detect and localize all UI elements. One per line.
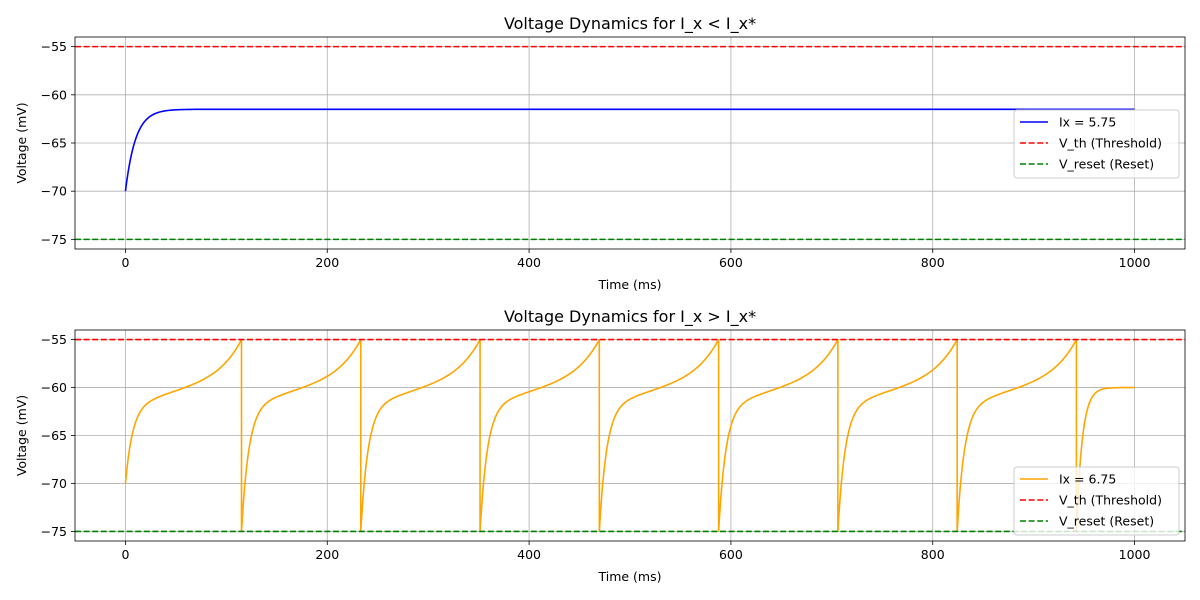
legend: Ix = 5.75 V_th (Threshold) V_reset (Reset) <box>1013 109 1180 179</box>
legend-label: Ix = 5.75 <box>1059 115 1116 130</box>
y-tick-label: −55 <box>41 39 67 54</box>
chart-title: Voltage Dynamics for I_x < I_x* <box>504 14 756 34</box>
y-tick-label: −70 <box>41 184 67 199</box>
x-axis-label: Time (ms) <box>597 569 661 584</box>
x-tick-label: 400 <box>517 255 541 270</box>
x-tick-label: 1000 <box>1119 547 1151 562</box>
series-line-voltage <box>124 108 1135 192</box>
x-axis-label: Time (ms) <box>597 277 661 292</box>
legend: Ix = 6.75 V_th (Threshold) V_reset (Reset) <box>1013 466 1180 536</box>
x-tick-label: 200 <box>315 255 339 270</box>
y-axis-label: Voltage (mV) <box>14 395 29 476</box>
y-tick-label: −60 <box>41 87 67 102</box>
legend-label: V_reset (Reset) <box>1059 514 1154 529</box>
x-tick-label: 800 <box>921 255 945 270</box>
y-tick-label: −75 <box>41 524 67 539</box>
x-tick-label: 600 <box>719 255 743 270</box>
x-tick-label: 800 <box>921 547 945 562</box>
y-tick-label: −65 <box>41 428 67 443</box>
legend-box <box>1013 466 1180 536</box>
plot-area <box>75 338 1185 533</box>
legend-box <box>1013 109 1180 179</box>
chart-title: Voltage Dynamics for I_x > I_x* <box>504 307 756 327</box>
y-axis-label: Voltage (mV) <box>14 102 29 183</box>
y-tick-label: −60 <box>41 380 67 395</box>
series-line-voltage <box>124 339 1135 532</box>
x-tick-label: 1000 <box>1119 255 1151 270</box>
x-tick-label: 400 <box>517 547 541 562</box>
x-tick-label: 0 <box>121 255 129 270</box>
y-tick-label: −65 <box>41 136 67 151</box>
legend-label: Ix = 6.75 <box>1059 472 1116 487</box>
x-tick-label: 600 <box>719 547 743 562</box>
y-tick-label: −55 <box>41 332 67 347</box>
y-tick-label: −70 <box>41 476 67 491</box>
y-tick-label: −75 <box>41 232 67 247</box>
subplot-1: 0 200 400 600 800 1000 −75 −70 −65 −60 −55 Voltage … <box>14 14 1186 292</box>
plot-area <box>75 45 1185 241</box>
legend-label: V_reset (Reset) <box>1059 157 1154 172</box>
legend-label: V_th (Threshold) <box>1059 493 1162 508</box>
x-tick-label: 200 <box>315 547 339 562</box>
legend-label: V_th (Threshold) <box>1059 136 1162 151</box>
subplot-2: 0 200 400 600 800 1000 −75 −70 −65 −60 −55 Voltage … <box>14 307 1186 584</box>
x-tick-label: 0 <box>121 547 129 562</box>
